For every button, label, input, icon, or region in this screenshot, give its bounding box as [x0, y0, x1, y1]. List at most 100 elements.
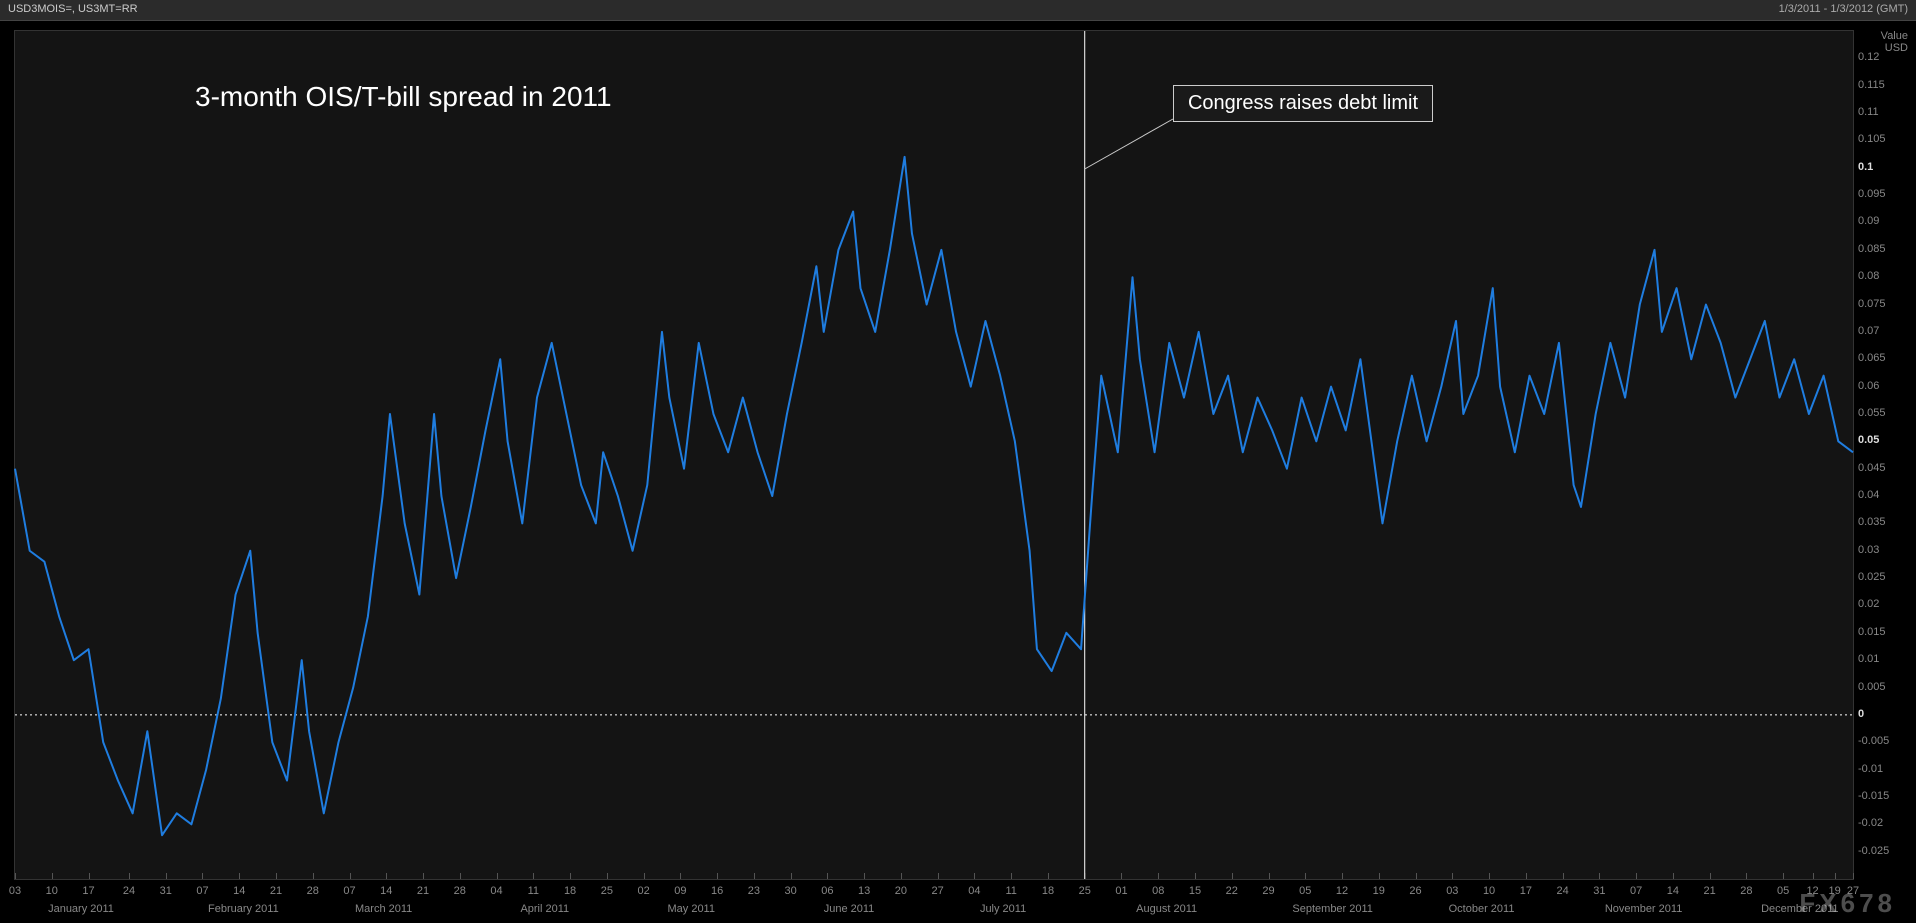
x-tick-mark [1342, 873, 1343, 879]
x-tick-label: 09 [674, 885, 686, 897]
x-tick-mark [460, 873, 461, 879]
x-tick-label: 10 [46, 885, 58, 897]
x-tick-label: 07 [1630, 885, 1642, 897]
x-month-label: June 2011 [824, 903, 875, 915]
x-tick-label: 03 [1446, 885, 1458, 897]
x-tick-mark [1416, 873, 1417, 879]
y-tick-label: 0.045 [1858, 462, 1906, 474]
x-month-label: January 2011 [48, 903, 114, 915]
x-tick-label: 14 [1667, 885, 1679, 897]
y-tick-label: 0.035 [1858, 516, 1906, 528]
x-tick-label: 26 [1409, 885, 1421, 897]
x-tick-label: 01 [1115, 885, 1127, 897]
x-month-label: July 2011 [980, 903, 1026, 915]
y-tick-label: 0.025 [1858, 571, 1906, 583]
x-tick-label: 16 [711, 885, 723, 897]
x-tick-label: 12 [1336, 885, 1348, 897]
x-tick-mark [1379, 873, 1380, 879]
spread-series-line [15, 157, 1853, 835]
x-tick-mark [1452, 873, 1453, 879]
y-tick-label: 0.095 [1858, 188, 1906, 200]
y-tick-label: 0.115 [1858, 79, 1906, 91]
x-tick-mark [827, 873, 828, 879]
date-range-label: 1/3/2011 - 1/3/2012 (GMT) [1779, 3, 1908, 15]
x-tick-mark [1563, 873, 1564, 879]
x-tick-mark [864, 873, 865, 879]
x-tick-label: 03 [9, 885, 21, 897]
top-bar: USD3MOIS=, US3MT=RR 1/3/2011 - 1/3/2012 … [0, 0, 1916, 21]
x-tick-label: 18 [1042, 885, 1054, 897]
x-tick-label: 17 [82, 885, 94, 897]
x-month-label: March 2011 [355, 903, 412, 915]
y-tick-label: -0.005 [1858, 735, 1906, 747]
x-tick-mark [1853, 873, 1854, 879]
chart-plot-area[interactable]: 3-month OIS/T-bill spread in 2011 Congre… [14, 30, 1854, 880]
y-tick-label: 0.03 [1858, 544, 1906, 556]
chart-svg [15, 31, 1853, 879]
x-tick-label: 19 [1373, 885, 1385, 897]
x-tick-mark [570, 873, 571, 879]
y-tick-label: 0.06 [1858, 380, 1906, 392]
x-tick-mark [1636, 873, 1637, 879]
x-tick-mark [791, 873, 792, 879]
x-tick-label: 25 [601, 885, 613, 897]
x-tick-mark [423, 873, 424, 879]
x-tick-mark [239, 873, 240, 879]
x-tick-mark [1489, 873, 1490, 879]
x-month-label: April 2011 [520, 903, 569, 915]
x-tick-label: 23 [748, 885, 760, 897]
y-tick-label: -0.015 [1858, 790, 1906, 802]
x-tick-mark [1011, 873, 1012, 879]
y-tick-label: 0.11 [1858, 106, 1906, 118]
x-month-label: September 2011 [1292, 903, 1373, 915]
x-tick-mark [1526, 873, 1527, 879]
x-tick-label: 07 [343, 885, 355, 897]
x-tick-mark [1158, 873, 1159, 879]
x-tick-label: 28 [1740, 885, 1752, 897]
x-tick-label: 04 [490, 885, 502, 897]
x-tick-label: 11 [1005, 885, 1016, 897]
x-tick-label: 29 [1262, 885, 1274, 897]
y-axis-labels: 0.120.1150.110.1050.10.0950.090.0850.080… [1858, 30, 1908, 878]
y-tick-label: 0.085 [1858, 243, 1906, 255]
x-tick-label: 21 [1704, 885, 1716, 897]
x-tick-mark [644, 873, 645, 879]
x-tick-mark [901, 873, 902, 879]
x-tick-label: 31 [1593, 885, 1605, 897]
x-tick-label: 14 [380, 885, 392, 897]
x-tick-mark [386, 873, 387, 879]
x-tick-label: 24 [1556, 885, 1568, 897]
x-tick-mark [497, 873, 498, 879]
x-tick-mark [754, 873, 755, 879]
watermark: FX678 [1799, 888, 1896, 919]
x-tick-label: 07 [196, 885, 208, 897]
x-tick-mark [680, 873, 681, 879]
x-tick-label: 17 [1520, 885, 1532, 897]
y-tick-label: 0.105 [1858, 133, 1906, 145]
y-tick-label: 0.065 [1858, 352, 1906, 364]
x-tick-mark [1269, 873, 1270, 879]
x-tick-label: 08 [1152, 885, 1164, 897]
x-tick-mark [1835, 873, 1836, 879]
y-tick-label: 0.12 [1858, 51, 1906, 63]
x-tick-label: 25 [1079, 885, 1091, 897]
x-tick-label: 27 [932, 885, 944, 897]
x-tick-mark [202, 873, 203, 879]
x-tick-mark [1599, 873, 1600, 879]
y-tick-label: 0.07 [1858, 325, 1906, 337]
x-tick-label: 05 [1777, 885, 1789, 897]
x-tick-mark [1195, 873, 1196, 879]
y-tick-label: 0.02 [1858, 598, 1906, 610]
x-tick-mark [1710, 873, 1711, 879]
chart-title: 3-month OIS/T-bill spread in 2011 [195, 81, 612, 113]
ticker-label: USD3MOIS=, US3MT=RR [8, 3, 138, 15]
x-tick-mark [1085, 873, 1086, 879]
x-tick-mark [313, 873, 314, 879]
x-tick-label: 02 [637, 885, 649, 897]
x-tick-label: 22 [1226, 885, 1238, 897]
x-tick-mark [1746, 873, 1747, 879]
x-tick-mark [350, 873, 351, 879]
x-tick-mark [533, 873, 534, 879]
x-tick-mark [129, 873, 130, 879]
x-tick-label: 20 [895, 885, 907, 897]
